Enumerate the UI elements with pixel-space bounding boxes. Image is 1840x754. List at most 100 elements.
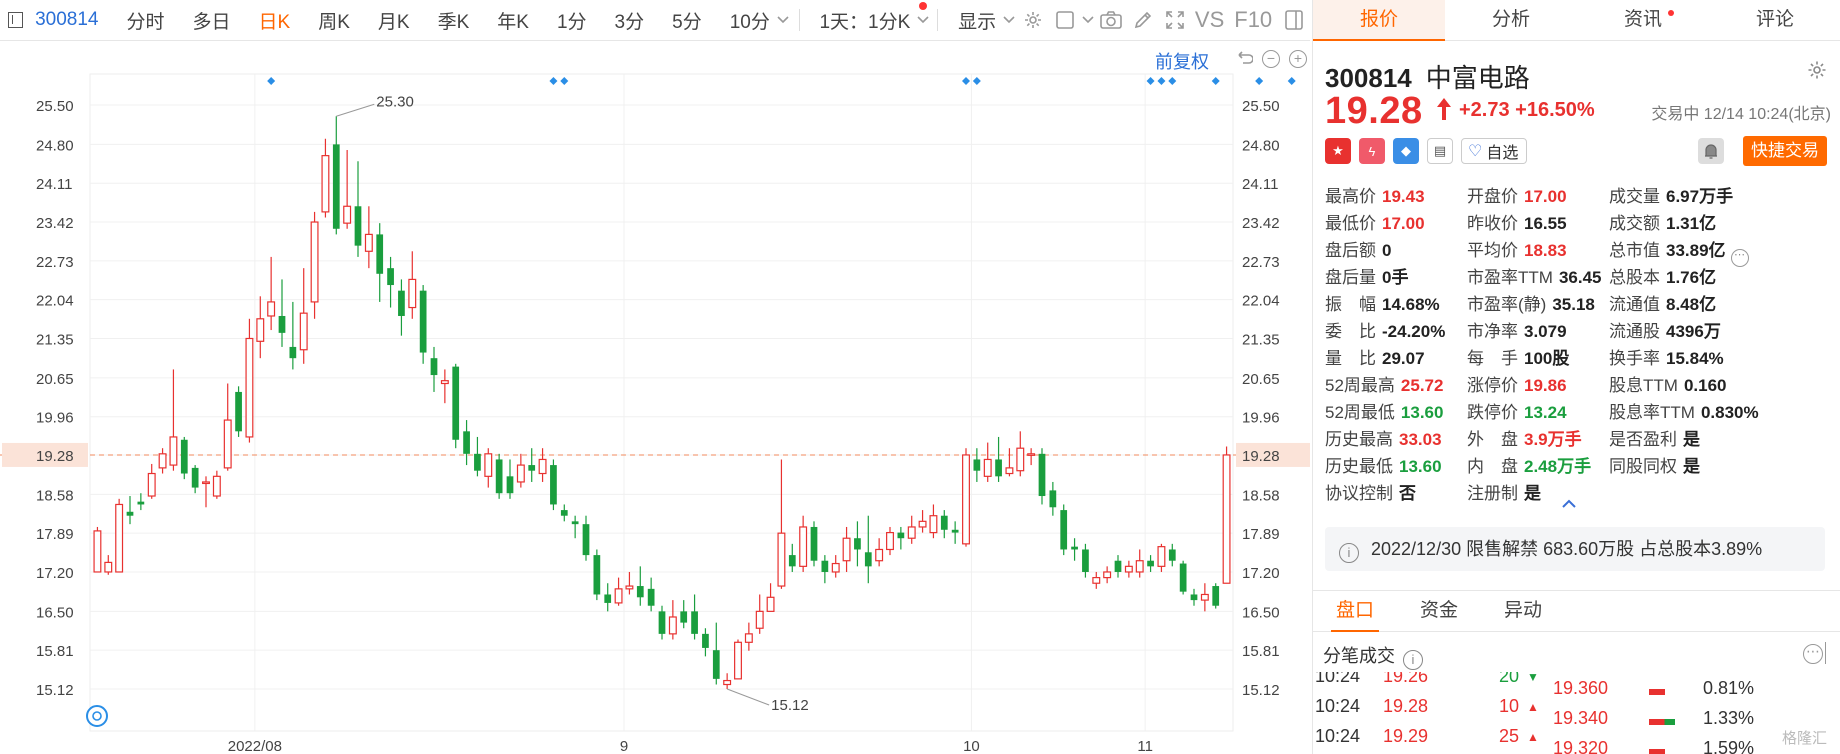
candle-body	[647, 588, 655, 606]
quote-value: 是	[1683, 430, 1700, 449]
candle-body	[278, 315, 286, 333]
event-marker-icon	[962, 77, 970, 85]
candle-body	[582, 524, 590, 556]
candle-body	[897, 532, 905, 539]
zoom-in-icon[interactable]: +	[1289, 50, 1307, 68]
period-tab[interactable]: 多日	[192, 11, 231, 33]
candle-body	[137, 501, 145, 505]
stock-code-link[interactable]: 300814	[35, 9, 99, 30]
zoom-out-icon[interactable]: −	[1262, 50, 1280, 68]
quote-value: 33.89亿	[1666, 241, 1726, 260]
tab-unusual-activity[interactable]: 异动	[1503, 600, 1542, 621]
info-icon[interactable]: i	[1403, 650, 1423, 670]
current-price-tag-right-bg	[1236, 442, 1310, 467]
undo-icon[interactable]	[1235, 50, 1254, 68]
period-tab[interactable]: 月K	[377, 11, 410, 33]
event-marker-icon	[560, 77, 569, 85]
quote-label: 最低价	[1325, 214, 1376, 233]
candle-body	[452, 366, 460, 440]
quote-value: 29.07	[1382, 349, 1425, 368]
candle-body	[1027, 453, 1036, 456]
quote-label: 盘后额	[1325, 241, 1376, 260]
add-watchlist-button[interactable]: ♡ 自选	[1461, 138, 1528, 164]
candle-body	[1060, 510, 1068, 550]
checkbox-icon[interactable]	[1049, 0, 1081, 40]
more-icon[interactable]: ⋯	[1803, 644, 1823, 664]
display-menu[interactable]: 显示	[944, 7, 1000, 34]
kline-chart-svg[interactable]: 25.50 25.50 24.80 24.80 24.11 24.11 23.42 23.42…	[0, 41, 1310, 754]
chevron-down-icon[interactable]	[774, 0, 793, 40]
unlock-notice[interactable]: i 2022/12/30 限售解禁 683.60万股 占总股本3.89%	[1325, 527, 1825, 571]
high-marker-line	[336, 103, 375, 117]
quote-value: 是	[1683, 457, 1700, 476]
draw-pen-icon[interactable]	[1127, 0, 1159, 40]
quick-trade-button[interactable]: 快捷交易	[1743, 136, 1827, 166]
sub-tabs: 盘口 资金 异动	[1313, 590, 1840, 632]
quote-cell: 股息率TTM 0.830%	[1609, 399, 1759, 426]
more-icon[interactable]: ⋯	[1730, 249, 1749, 267]
quote-cell: 协议控制否	[1325, 480, 1416, 507]
settings-icon[interactable]	[1017, 0, 1049, 40]
quote-value: 17.00	[1524, 187, 1567, 206]
tab-news[interactable]: 资讯	[1577, 0, 1709, 40]
candle-body	[734, 641, 742, 680]
y-tick-label-left: 20.65	[36, 371, 74, 388]
candle-body	[1212, 586, 1220, 606]
period-tab[interactable]: 年K	[497, 11, 529, 33]
event-marker-icon	[1211, 77, 1220, 85]
period-tab[interactable]: 3分	[614, 11, 645, 33]
f10-button[interactable]: F10	[1234, 7, 1273, 32]
period-tab[interactable]: 10分	[729, 11, 770, 33]
candle-body	[321, 155, 330, 213]
sidebar-toggle-icon[interactable]	[8, 12, 24, 28]
y-tick-label-right: 22.73	[1242, 254, 1280, 271]
high-marker-label: 25.30	[376, 93, 414, 110]
quote-value: 36.45	[1558, 268, 1602, 287]
candle-body	[691, 611, 698, 634]
fullscreen-icon[interactable]	[1159, 0, 1191, 40]
candle-body	[147, 472, 156, 497]
collapse-icon[interactable]	[1825, 642, 1840, 664]
chevron-down-icon[interactable]	[1000, 0, 1017, 40]
tab-quote[interactable]: 报价	[1313, 0, 1445, 41]
chevron-down-icon[interactable]	[1081, 0, 1096, 40]
adjust-mode-button[interactable]: 前复权	[1155, 52, 1209, 72]
tab-capital-flow[interactable]: 资金	[1419, 600, 1458, 621]
lightning-icon[interactable]: ϟ	[1359, 138, 1385, 164]
candle-body	[235, 391, 242, 432]
kline-chart-area[interactable]: 25.50 25.50 24.80 24.80 24.11 24.11 23.42 23.42…	[0, 41, 1310, 754]
camera-icon[interactable]	[1096, 0, 1128, 40]
vs-compare-button[interactable]: VS	[1194, 7, 1225, 32]
period-tab[interactable]: 5分	[672, 11, 702, 33]
period-tab[interactable]: 分时	[126, 11, 165, 33]
heart-icon: ♡	[1468, 143, 1483, 160]
y-tick-label-right: 24.80	[1242, 137, 1280, 154]
tab-analysis[interactable]: 分析	[1491, 9, 1530, 30]
quote-label: 同股同权	[1609, 457, 1677, 476]
bell-icon[interactable]	[1698, 138, 1724, 164]
current-price-label-right: 19.28	[1242, 448, 1280, 465]
period-tab[interactable]: 周K	[318, 11, 350, 33]
tag-icon[interactable]: ◆	[1393, 138, 1419, 164]
candle-body	[376, 234, 384, 274]
locate-icon[interactable]	[86, 705, 108, 727]
period-tab-active[interactable]: 日K	[258, 11, 291, 33]
chevron-up-icon[interactable]	[1561, 499, 1577, 509]
interval-select[interactable]: 1天：1分K	[805, 7, 914, 34]
notification-dot	[1668, 10, 1674, 16]
chevron-down-icon[interactable]	[914, 0, 931, 40]
event-marker-icon	[549, 77, 558, 85]
quote-label: 股息率TTM	[1609, 403, 1695, 422]
tab-orderbook[interactable]: 盘口	[1313, 591, 1397, 632]
gear-icon[interactable]	[1807, 60, 1827, 80]
period-tab[interactable]: 1分	[556, 11, 587, 33]
quote-cell: 52周最高 25.72	[1325, 372, 1443, 399]
quote-cell: 成交量 6.97万手	[1609, 183, 1733, 210]
candle-body	[115, 503, 124, 573]
panel-toggle-icon[interactable]	[1278, 0, 1310, 40]
quote-value: -24.20%	[1382, 322, 1446, 341]
tab-comments[interactable]: 评论	[1755, 9, 1794, 30]
bookmark-icon[interactable]: ▤	[1427, 138, 1453, 164]
price-level-percent: 1.33%	[1703, 708, 1755, 728]
period-tab[interactable]: 季K	[437, 11, 470, 33]
